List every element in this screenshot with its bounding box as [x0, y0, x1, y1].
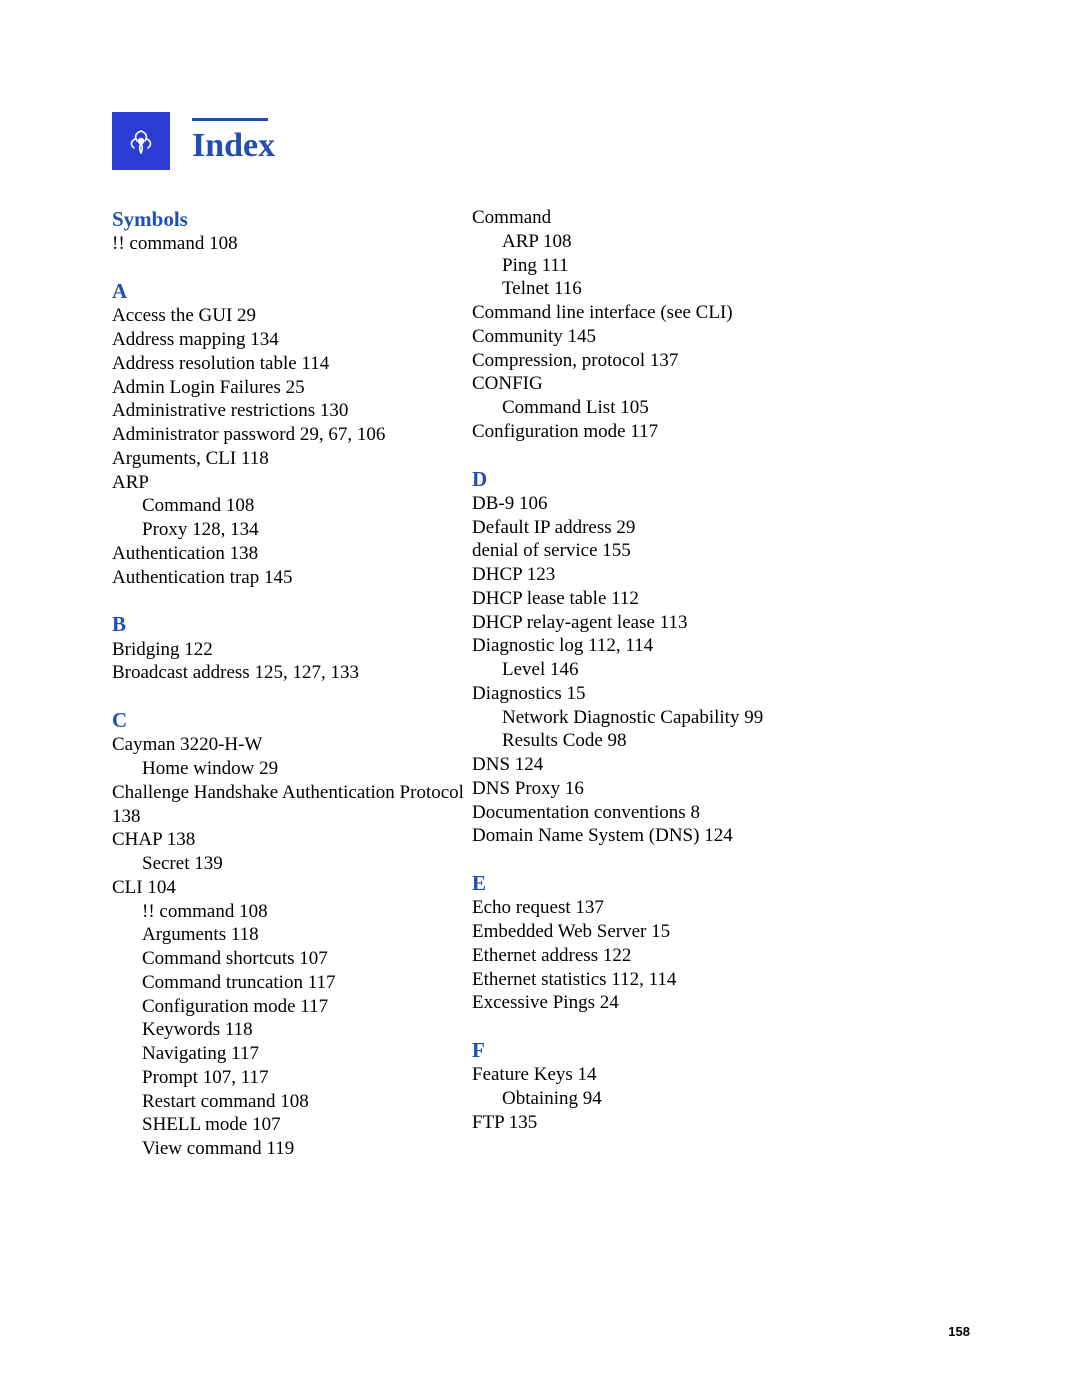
index-subentry: Prompt 107, 117 [112, 1066, 472, 1090]
index-entry: CHAP 138 [112, 828, 472, 852]
section-c: C [112, 707, 472, 733]
index-entry: Feature Keys 14 [472, 1063, 980, 1087]
index-entry: Challenge Handshake Authentication Proto… [112, 781, 472, 829]
index-icon [112, 112, 170, 170]
index-entry: DNS 124 [472, 753, 980, 777]
index-entry: denial of service 155 [472, 539, 980, 563]
index-subentry: !! command 108 [112, 900, 472, 924]
section-symbols: Symbols [112, 206, 472, 232]
index-entry: DHCP lease table 112 [472, 587, 980, 611]
section-a: A [112, 278, 472, 304]
index-entry: Ethernet address 122 [472, 944, 980, 968]
page-number: 158 [948, 1324, 970, 1339]
index-entry: Domain Name System (DNS) 124 [472, 824, 980, 848]
index-column-left: Symbols !! command 108 A Access the GUI … [112, 206, 472, 1161]
index-entry: Access the GUI 29 [112, 304, 472, 328]
index-entry: Admin Login Failures 25 [112, 376, 472, 400]
index-subentry: Level 146 [472, 658, 980, 682]
section-b: B [112, 611, 472, 637]
index-entry: DB-9 106 [472, 492, 980, 516]
index-entry: Bridging 122 [112, 638, 472, 662]
index-subentry: Command List 105 [472, 396, 980, 420]
index-entry: Cayman 3220-H-W [112, 733, 472, 757]
index-entry: Address mapping 134 [112, 328, 472, 352]
index-entry: CONFIG [472, 372, 980, 396]
index-subentry: Telnet 116 [472, 277, 980, 301]
index-subentry: Restart command 108 [112, 1090, 472, 1114]
index-entry: DHCP relay-agent lease 113 [472, 611, 980, 635]
index-subentry: SHELL mode 107 [112, 1113, 472, 1137]
index-entry: Administrator password 29, 67, 106 [112, 423, 472, 447]
index-entry: CLI 104 [112, 876, 472, 900]
index-subentry: Command 108 [112, 494, 472, 518]
section-e: E [472, 870, 980, 896]
index-entry: DNS Proxy 16 [472, 777, 980, 801]
page-header: Index [112, 112, 980, 170]
index-subentry: Navigating 117 [112, 1042, 472, 1066]
index-entry: Administrative restrictions 130 [112, 399, 472, 423]
index-entry: DHCP 123 [472, 563, 980, 587]
index-entry: Compression, protocol 137 [472, 349, 980, 373]
index-columns: Symbols !! command 108 A Access the GUI … [112, 206, 980, 1161]
index-subentry: Command shortcuts 107 [112, 947, 472, 971]
index-subentry: Obtaining 94 [472, 1087, 980, 1111]
index-entry: Echo request 137 [472, 896, 980, 920]
index-subentry: Command truncation 117 [112, 971, 472, 995]
index-subentry: Configuration mode 117 [112, 995, 472, 1019]
index-entry: Command [472, 206, 980, 230]
index-entry: Broadcast address 125, 127, 133 [112, 661, 472, 685]
index-entry: Diagnostics 15 [472, 682, 980, 706]
title-rule [192, 118, 268, 121]
index-entry: !! command 108 [112, 232, 472, 256]
index-subentry: ARP 108 [472, 230, 980, 254]
index-entry: Authentication 138 [112, 542, 472, 566]
section-d: D [472, 466, 980, 492]
index-entry: Documentation conventions 8 [472, 801, 980, 825]
index-entry: Community 145 [472, 325, 980, 349]
page-title: Index [192, 127, 275, 165]
index-subentry: Arguments 118 [112, 923, 472, 947]
index-entry: Arguments, CLI 118 [112, 447, 472, 471]
index-subentry: Ping 111 [472, 254, 980, 278]
index-entry: Authentication trap 145 [112, 566, 472, 590]
index-entry: Diagnostic log 112, 114 [472, 634, 980, 658]
index-entry: Ethernet statistics 112, 114 [472, 968, 980, 992]
index-column-right: Command ARP 108 Ping 111 Telnet 116 Comm… [472, 206, 980, 1161]
index-subentry: Secret 139 [112, 852, 472, 876]
index-subentry: Results Code 98 [472, 729, 980, 753]
index-entry: Configuration mode 117 [472, 420, 980, 444]
index-entry: Address resolution table 114 [112, 352, 472, 376]
index-subentry: Network Diagnostic Capability 99 [472, 706, 980, 730]
index-entry: Command line interface (see CLI) [472, 301, 980, 325]
index-subentry: Proxy 128, 134 [112, 518, 472, 542]
index-subentry: Home window 29 [112, 757, 472, 781]
index-entry: ARP [112, 471, 472, 495]
section-f: F [472, 1037, 980, 1063]
index-subentry: View command 119 [112, 1137, 472, 1161]
index-entry: Excessive Pings 24 [472, 991, 980, 1015]
index-entry: Embedded Web Server 15 [472, 920, 980, 944]
index-entry: Default IP address 29 [472, 516, 980, 540]
index-entry: FTP 135 [472, 1111, 980, 1135]
index-subentry: Keywords 118 [112, 1018, 472, 1042]
